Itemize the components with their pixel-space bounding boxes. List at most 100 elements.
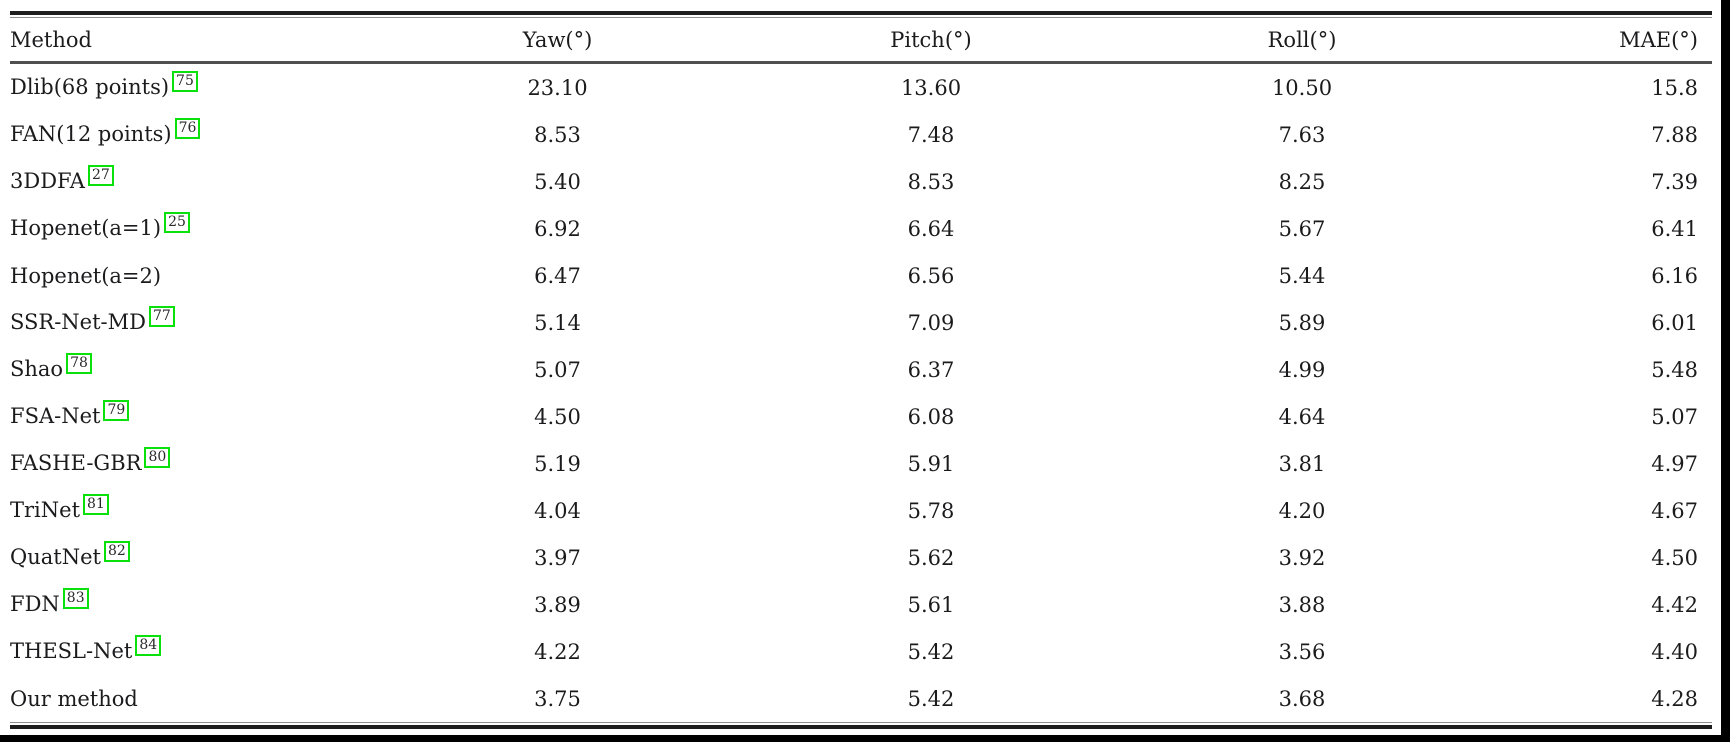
yaw-value: 5.14 [534, 310, 581, 335]
method-cell: Hopenet(a=2) [10, 252, 370, 299]
citation-link[interactable]: 75 [172, 70, 198, 92]
citation-link[interactable]: 82 [103, 540, 130, 562]
column-header-method: Method [10, 27, 92, 52]
column-header-pitch: Pitch(°) [890, 27, 972, 52]
method-cell: SSR-Net-MD 77 [10, 299, 370, 346]
yaw-value: 3.75 [534, 686, 581, 711]
table-row: SSR-Net-MD 77 5.14 7.09 5.89 6.01 [10, 299, 1712, 346]
roll-value: 4.99 [1278, 357, 1326, 382]
citation-link[interactable]: 83 [62, 587, 89, 609]
mae-value: 4.50 [1651, 545, 1698, 570]
method-comparison-table-body: Dlib(68 points) 75 23.10 13.60 10.50 15.8 FAN(… [10, 64, 1712, 722]
pitch-value: 6.56 [907, 263, 955, 288]
mae-value: 5.48 [1651, 357, 1698, 382]
roll-value: 7.63 [1278, 122, 1326, 147]
roll-value: 5.67 [1278, 216, 1326, 241]
method-cell: THESL-Net 84 [10, 628, 370, 675]
roll-value: 5.44 [1278, 263, 1326, 288]
citation-link[interactable]: 79 [103, 399, 130, 421]
table-bottom-rule [10, 722, 1712, 729]
table-row: Shao 78 5.07 6.37 4.99 5.48 [10, 346, 1712, 393]
citation-link[interactable]: 25 [164, 211, 190, 233]
citation-link[interactable]: 80 [144, 446, 171, 468]
table-row: QuatNet 82 3.97 5.62 3.92 4.50 [10, 534, 1712, 581]
mae-value: 4.40 [1651, 639, 1698, 664]
pitch-value: 5.78 [907, 498, 955, 523]
yaw-value: 3.89 [534, 592, 581, 617]
table-row: FASHE-GBR 80 5.19 5.91 3.81 4.97 [10, 440, 1712, 487]
mae-value: 4.42 [1651, 592, 1698, 617]
mae-value: 15.8 [1651, 75, 1698, 100]
yaw-value: 4.50 [534, 404, 581, 429]
method-name: Hopenet(a=2) [10, 263, 162, 288]
roll-value: 5.89 [1278, 310, 1326, 335]
table-row: 3DDFA 27 5.40 8.53 8.25 7.39 [10, 158, 1712, 205]
pitch-value: 6.64 [907, 216, 955, 241]
method-cell: 3DDFA 27 [10, 158, 370, 205]
roll-value: 4.20 [1278, 498, 1326, 523]
roll-value: 3.68 [1278, 686, 1326, 711]
table-row: Dlib(68 points) 75 23.10 13.60 10.50 15.8 [10, 64, 1712, 111]
table-row: Our method 3.75 5.42 3.68 4.28 [10, 675, 1712, 722]
table-row: FSA-Net 79 4.50 6.08 4.64 5.07 [10, 393, 1712, 440]
column-header-yaw: Yaw(°) [522, 27, 593, 52]
image-edge-bar-right [1721, 0, 1730, 742]
method-cell: Dlib(68 points) 75 [10, 64, 370, 111]
method-cell: FDN 83 [10, 581, 370, 628]
method-name: FDN [10, 591, 60, 616]
pitch-value: 5.91 [907, 451, 955, 476]
method-name: Hopenet(a=1) [10, 215, 162, 240]
yaw-value: 4.04 [534, 498, 581, 523]
citation-link[interactable]: 84 [135, 634, 162, 656]
image-edge-bar-bottom [0, 735, 1730, 742]
yaw-value: 5.40 [534, 169, 581, 194]
mae-value: 4.97 [1651, 451, 1698, 476]
mae-value: 4.67 [1651, 498, 1698, 523]
table-row: TriNet 81 4.04 5.78 4.20 4.67 [10, 487, 1712, 534]
pitch-value: 7.48 [907, 122, 955, 147]
yaw-value: 23.10 [527, 75, 588, 100]
method-name: SSR-Net-MD [10, 309, 146, 334]
table-row: FDN 83 3.89 5.61 3.88 4.42 [10, 581, 1712, 628]
pitch-value: 6.37 [907, 357, 955, 382]
yaw-value: 3.97 [534, 545, 581, 570]
results-table: Method Yaw(°) Pitch(°) Roll(°) MAE(°) Dl… [10, 11, 1712, 729]
pitch-value: 8.53 [907, 169, 955, 194]
method-name: Shao [10, 356, 64, 381]
citation-link[interactable]: 76 [174, 117, 201, 139]
roll-value: 10.50 [1271, 75, 1333, 100]
method-cell: FAN(12 points) 76 [10, 111, 370, 158]
method-cell: TriNet 81 [10, 487, 370, 534]
method-name: Dlib(68 points) [10, 74, 170, 99]
citation-link[interactable]: 81 [83, 493, 109, 515]
roll-value: 8.25 [1278, 169, 1326, 194]
roll-value: 4.64 [1278, 404, 1326, 429]
method-name: FASHE-GBR [10, 450, 142, 475]
mae-value: 4.28 [1651, 686, 1698, 711]
pitch-value: 5.42 [907, 639, 955, 664]
mae-value: 6.16 [1651, 263, 1698, 288]
citation-link[interactable]: 77 [149, 305, 175, 327]
method-cell: Our method [10, 675, 370, 722]
roll-value: 3.81 [1278, 451, 1326, 476]
citation-link[interactable]: 27 [87, 164, 114, 186]
mae-value: 5.07 [1651, 404, 1698, 429]
method-name: 3DDFA [10, 168, 85, 193]
pitch-value: 6.08 [907, 404, 955, 429]
pitch-value: 7.09 [907, 310, 955, 335]
yaw-value: 6.92 [534, 216, 581, 241]
column-header-roll: Roll(°) [1267, 27, 1337, 52]
method-name: TriNet [10, 497, 81, 522]
citation-link[interactable]: 78 [66, 352, 92, 374]
pitch-value: 5.62 [907, 545, 955, 570]
table-top-rule [10, 11, 1712, 18]
roll-value: 3.88 [1278, 592, 1326, 617]
mae-value: 7.39 [1651, 169, 1698, 194]
table-header-rule [10, 61, 1712, 64]
method-name: QuatNet [10, 544, 101, 569]
table-row: Hopenet(a=1) 25 6.92 6.64 5.67 6.41 [10, 205, 1712, 252]
method-cell: FASHE-GBR 80 [10, 440, 370, 487]
method-cell: Shao 78 [10, 346, 370, 393]
method-name: Our method [10, 686, 138, 711]
